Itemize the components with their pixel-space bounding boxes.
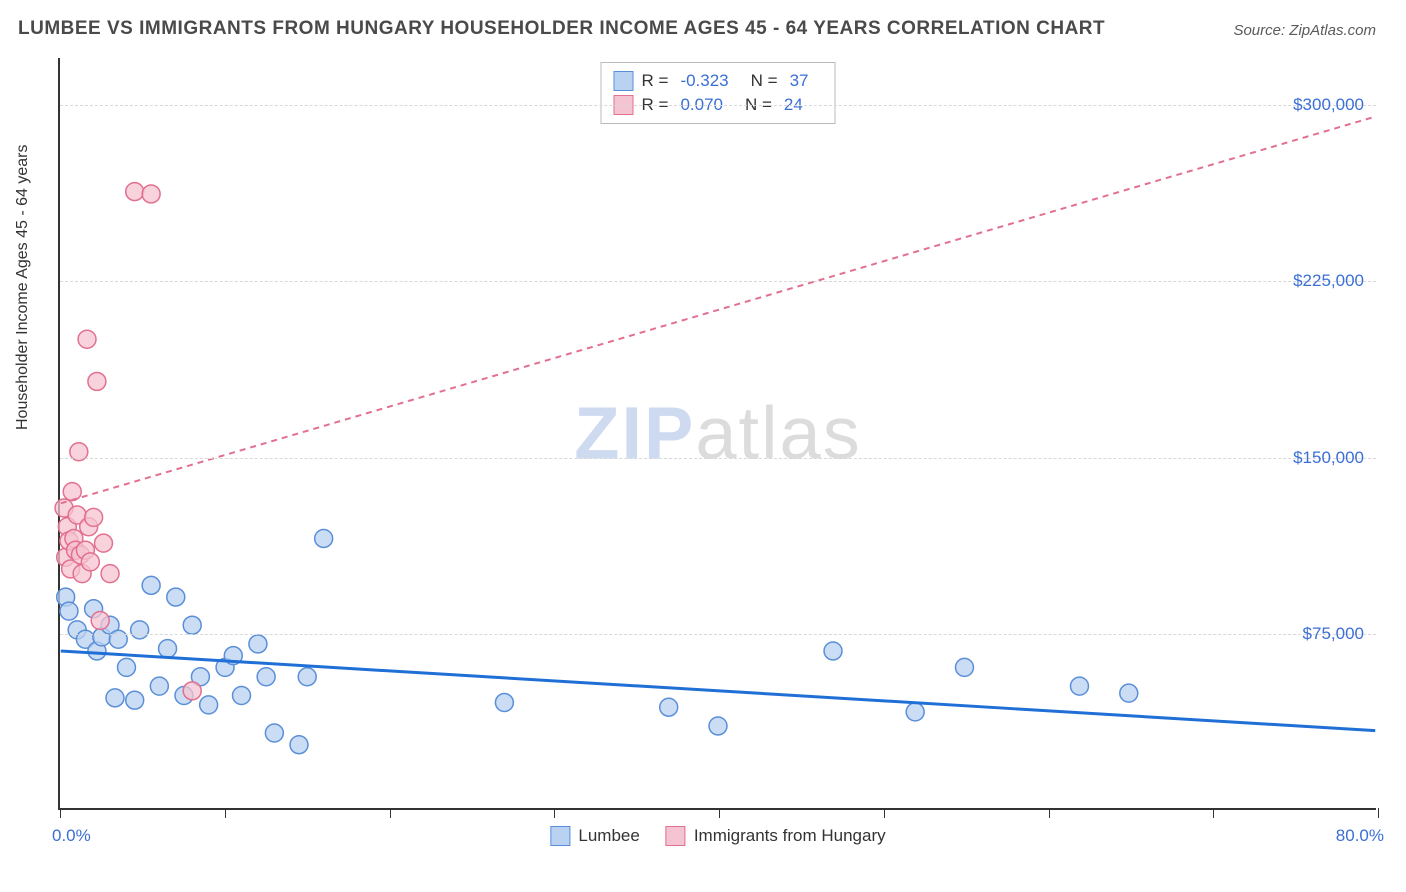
x-axis-min: 0.0% xyxy=(52,826,91,846)
data-point xyxy=(118,658,136,676)
data-point xyxy=(150,677,168,695)
plot-area: ZIPatlas R = -0.323 N = 37 R = 0.070 N =… xyxy=(58,58,1376,810)
r-label: R = xyxy=(642,71,669,91)
gridline xyxy=(60,105,1376,106)
data-point xyxy=(495,694,513,712)
y-tick-label: $150,000 xyxy=(1293,448,1364,468)
gridline xyxy=(60,634,1376,635)
x-tick xyxy=(60,808,61,818)
x-axis-max: 80.0% xyxy=(1336,826,1384,846)
correlation-row-1: R = -0.323 N = 37 xyxy=(614,69,823,93)
source-attribution: Source: ZipAtlas.com xyxy=(1233,22,1376,39)
x-tick xyxy=(390,808,391,818)
data-point xyxy=(81,553,99,571)
data-point xyxy=(200,696,218,714)
data-point xyxy=(249,635,267,653)
data-point xyxy=(167,588,185,606)
data-point xyxy=(265,724,283,742)
data-point xyxy=(233,687,251,705)
data-point xyxy=(660,698,678,716)
data-point xyxy=(101,565,119,583)
swatch-lumbee xyxy=(550,826,570,846)
data-point xyxy=(142,576,160,594)
data-point xyxy=(824,642,842,660)
data-point xyxy=(131,621,149,639)
gridline xyxy=(60,281,1376,282)
series-legend: Lumbee Immigrants from Hungary xyxy=(550,826,885,846)
data-point xyxy=(906,703,924,721)
gridline xyxy=(60,458,1376,459)
swatch-series-1 xyxy=(614,71,634,91)
data-point xyxy=(298,668,316,686)
x-tick xyxy=(1049,808,1050,818)
x-tick xyxy=(1378,808,1379,818)
data-point xyxy=(126,183,144,201)
data-point xyxy=(94,534,112,552)
n-label: N = xyxy=(751,71,778,91)
chart-title: LUMBEE VS IMMIGRANTS FROM HUNGARY HOUSEH… xyxy=(18,18,1105,40)
data-point xyxy=(85,508,103,526)
chart-svg xyxy=(60,58,1376,808)
data-point xyxy=(60,602,78,620)
data-point xyxy=(955,658,973,676)
r-value-1: -0.323 xyxy=(680,71,728,91)
data-point xyxy=(88,372,106,390)
data-point xyxy=(183,682,201,700)
data-point xyxy=(257,668,275,686)
trend-line xyxy=(61,117,1375,504)
correlation-legend: R = -0.323 N = 37 R = 0.070 N = 24 xyxy=(601,62,836,124)
data-point xyxy=(142,185,160,203)
data-point xyxy=(78,330,96,348)
y-tick-label: $75,000 xyxy=(1303,624,1364,644)
y-tick-label: $300,000 xyxy=(1293,95,1364,115)
data-point xyxy=(183,616,201,634)
legend-label-2: Immigrants from Hungary xyxy=(694,826,886,846)
x-tick xyxy=(719,808,720,818)
data-point xyxy=(290,736,308,754)
x-tick xyxy=(554,808,555,818)
swatch-hungary xyxy=(666,826,686,846)
legend-label-1: Lumbee xyxy=(578,826,639,846)
data-point xyxy=(1120,684,1138,702)
x-tick xyxy=(884,808,885,818)
x-tick xyxy=(225,808,226,818)
data-point xyxy=(91,612,109,630)
y-tick-label: $225,000 xyxy=(1293,271,1364,291)
data-point xyxy=(63,483,81,501)
data-point xyxy=(106,689,124,707)
legend-item-2: Immigrants from Hungary xyxy=(666,826,886,846)
data-point xyxy=(315,529,333,547)
data-point xyxy=(126,691,144,709)
y-axis-label: Householder Income Ages 45 - 64 years xyxy=(14,145,32,431)
legend-item-1: Lumbee xyxy=(550,826,639,846)
x-tick xyxy=(1213,808,1214,818)
data-point xyxy=(1071,677,1089,695)
data-point xyxy=(159,640,177,658)
n-value-1: 37 xyxy=(790,71,809,91)
data-point xyxy=(709,717,727,735)
